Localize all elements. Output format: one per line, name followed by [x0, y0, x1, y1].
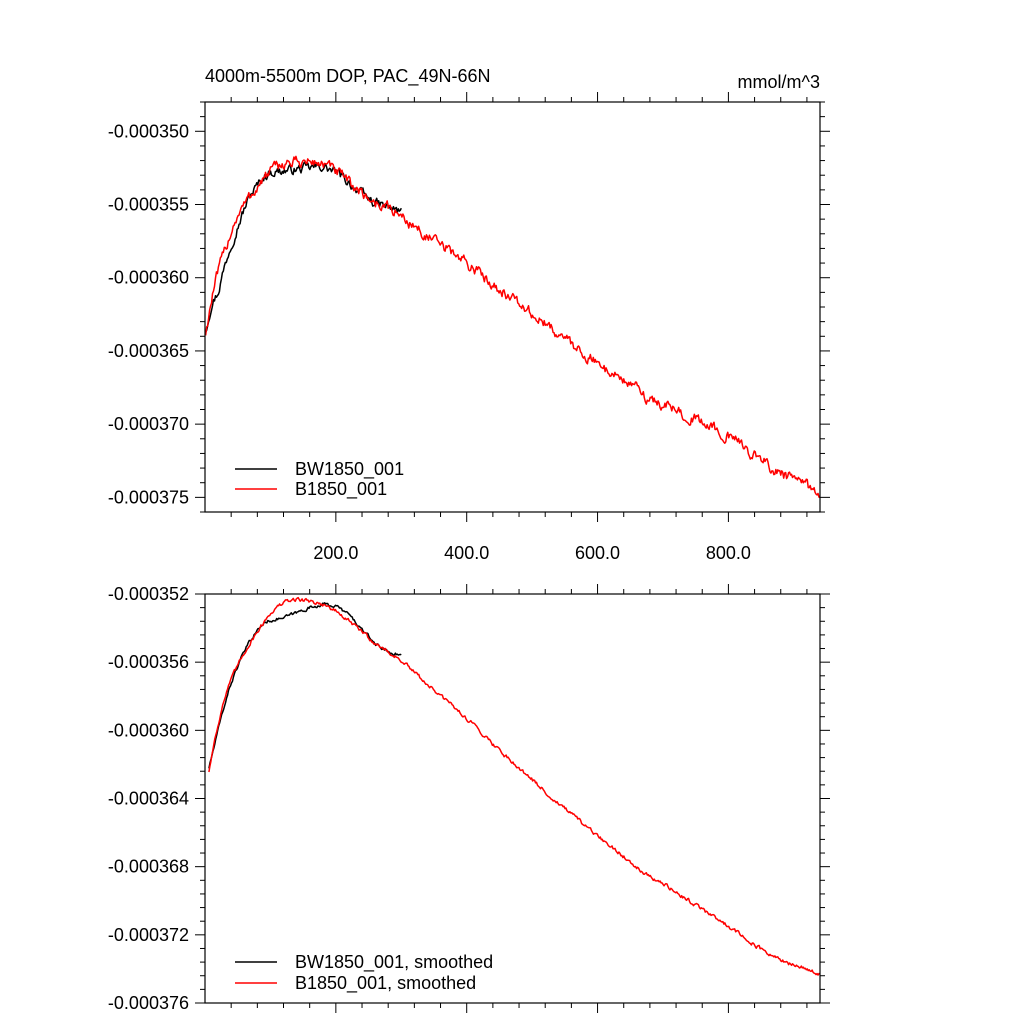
y-tick-label: -0.000350: [108, 121, 189, 141]
y-tick-label: -0.000368: [108, 857, 189, 877]
series-line-1: [208, 602, 402, 769]
legend-label: B1850_001, smoothed: [295, 973, 476, 994]
legend-label: B1850_001: [295, 479, 387, 500]
x-tick-label: 200.0: [313, 543, 358, 563]
legend-label: BW1850_001, smoothed: [295, 952, 493, 973]
y-tick-label: -0.000360: [108, 720, 189, 740]
x-tick-label: 800.0: [706, 543, 751, 563]
series-line-1: [205, 161, 402, 333]
y-tick-label: -0.000360: [108, 268, 189, 288]
series-line-2: [208, 596, 820, 976]
y-tick-label: -0.000375: [108, 487, 189, 507]
y-tick-label: -0.000365: [108, 341, 189, 361]
y-tick-label: -0.000355: [108, 195, 189, 215]
y-tick-label: -0.000370: [108, 414, 189, 434]
plot-frame: [204, 593, 821, 1004]
top-panel: 200.0 400.0 600.0 800.0 -0.000350 -0.000355 -0…: [108, 66, 830, 563]
y-tick-label: -0.000364: [108, 789, 189, 809]
x-tick-label: 600.0: [575, 543, 620, 563]
y-tick-label: -0.000356: [108, 652, 189, 672]
x-tick-label: 400.0: [444, 543, 489, 563]
y-tick-label: -0.000376: [108, 993, 189, 1013]
y-tick-label: -0.000372: [108, 925, 189, 945]
chart-title: 4000m-5500m DOP, PAC_49N-66N: [205, 66, 490, 87]
bottom-panel: -0.000352 -0.000356 -0.000360 -0.000364 -0.0…: [108, 584, 830, 1013]
units-label: mmol/m^3: [738, 72, 820, 92]
plot-frame: [204, 101, 821, 513]
y-tick-label: -0.000352: [108, 584, 189, 604]
series-line-2: [205, 155, 820, 499]
legend-label: BW1850_001: [295, 459, 404, 480]
